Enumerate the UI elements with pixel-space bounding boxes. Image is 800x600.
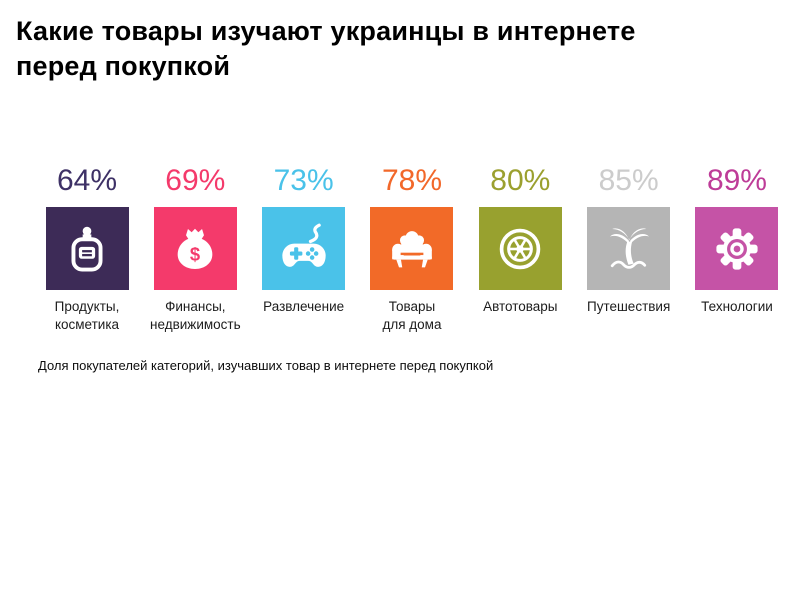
category-column-products-cosmetics: 64% Продукты, косметика: [34, 162, 140, 334]
category-column-home-goods: 78% Товары для дома: [359, 162, 465, 334]
cosmetics-tile: [45, 207, 129, 290]
percent-value: 69%: [165, 164, 226, 197]
cosmetics-bottle-icon: [71, 226, 103, 272]
percent-value: 89%: [706, 164, 767, 197]
category-label: Продукты, косметика: [54, 299, 120, 333]
percent-value: 73%: [273, 164, 334, 197]
svg-text:$: $: [190, 243, 200, 264]
category-label: Финансы, недвижимость: [150, 299, 241, 333]
category-label: Товары для дома: [382, 299, 442, 333]
category-column-auto-goods: 80% Автотовары: [467, 162, 573, 334]
category-chart: 64% Продукты, косметика 69%: [34, 162, 790, 334]
gear-icon: [716, 227, 758, 270]
category-label: Технологии: [701, 299, 773, 314]
chart-caption: Доля покупателей категорий, изучавших то…: [38, 358, 494, 373]
technology-tile: [695, 207, 779, 290]
armchair-icon: [392, 230, 432, 267]
home-goods-tile: [370, 207, 454, 290]
category-column-travel: 85% Путешествия: [576, 162, 682, 334]
page-title: Какие товары изучают украинцы в интернет…: [16, 16, 636, 82]
gamepad-icon: [281, 223, 326, 267]
percent-value: 80%: [490, 164, 551, 197]
category-column-finance-realestate: 69% $ Финансы, недвижимость: [142, 162, 248, 334]
auto-goods-tile: [478, 207, 562, 290]
category-label: Развлечение: [263, 299, 345, 314]
entertainment-tile: [262, 207, 346, 290]
percent-value: 64%: [56, 164, 118, 197]
palm-tree-icon: [609, 227, 649, 269]
category-column-entertainment: 73% Развлечение: [251, 162, 357, 334]
money-bag-icon: $: [177, 228, 213, 269]
travel-tile: [587, 207, 671, 290]
category-label: Автотовары: [483, 299, 558, 314]
percent-value: 78%: [381, 164, 442, 197]
finance-tile: $: [153, 207, 237, 290]
wheel-icon: [500, 228, 541, 269]
category-column-technology: 89% Технологии: [684, 162, 790, 334]
category-label: Путешествия: [586, 299, 671, 314]
percent-value: 85%: [598, 164, 659, 197]
